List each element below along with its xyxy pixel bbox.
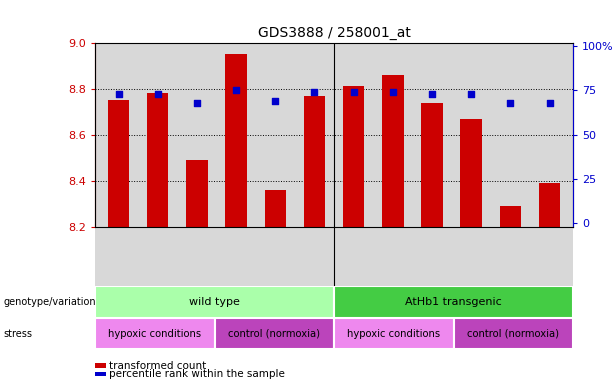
Text: AtHb1 transgenic: AtHb1 transgenic — [405, 297, 502, 307]
Point — [310, 89, 319, 95]
Point — [192, 100, 202, 106]
Point — [113, 91, 123, 97]
Bar — [382, 75, 403, 227]
Bar — [460, 119, 482, 227]
Bar — [186, 160, 208, 227]
Bar — [95, 286, 334, 318]
Text: wild type: wild type — [189, 297, 240, 307]
Text: hypoxic conditions: hypoxic conditions — [348, 329, 440, 339]
Point — [506, 100, 516, 106]
Bar — [303, 96, 326, 227]
Text: control (normoxia): control (normoxia) — [467, 329, 560, 339]
Bar — [334, 286, 573, 318]
Bar — [343, 86, 365, 227]
Text: genotype/variation: genotype/variation — [3, 297, 96, 307]
Bar — [421, 103, 443, 227]
Bar — [334, 318, 454, 349]
Bar — [454, 318, 573, 349]
Bar — [108, 100, 129, 227]
Text: hypoxic conditions: hypoxic conditions — [109, 329, 201, 339]
Bar — [147, 93, 169, 227]
Title: GDS3888 / 258001_at: GDS3888 / 258001_at — [257, 26, 411, 40]
Bar — [226, 54, 247, 227]
Point — [388, 89, 398, 95]
Bar — [265, 190, 286, 227]
Bar — [95, 318, 215, 349]
Point — [270, 98, 280, 104]
Point — [545, 100, 555, 106]
Point — [427, 91, 437, 97]
Point — [231, 88, 241, 94]
Text: percentile rank within the sample: percentile rank within the sample — [109, 369, 285, 379]
Text: control (normoxia): control (normoxia) — [228, 329, 321, 339]
Text: stress: stress — [3, 329, 32, 339]
Point — [153, 91, 162, 97]
Bar — [215, 318, 334, 349]
Point — [349, 89, 359, 95]
Text: transformed count: transformed count — [109, 361, 207, 371]
Bar — [539, 183, 560, 227]
Bar — [500, 206, 521, 227]
Point — [466, 91, 476, 97]
